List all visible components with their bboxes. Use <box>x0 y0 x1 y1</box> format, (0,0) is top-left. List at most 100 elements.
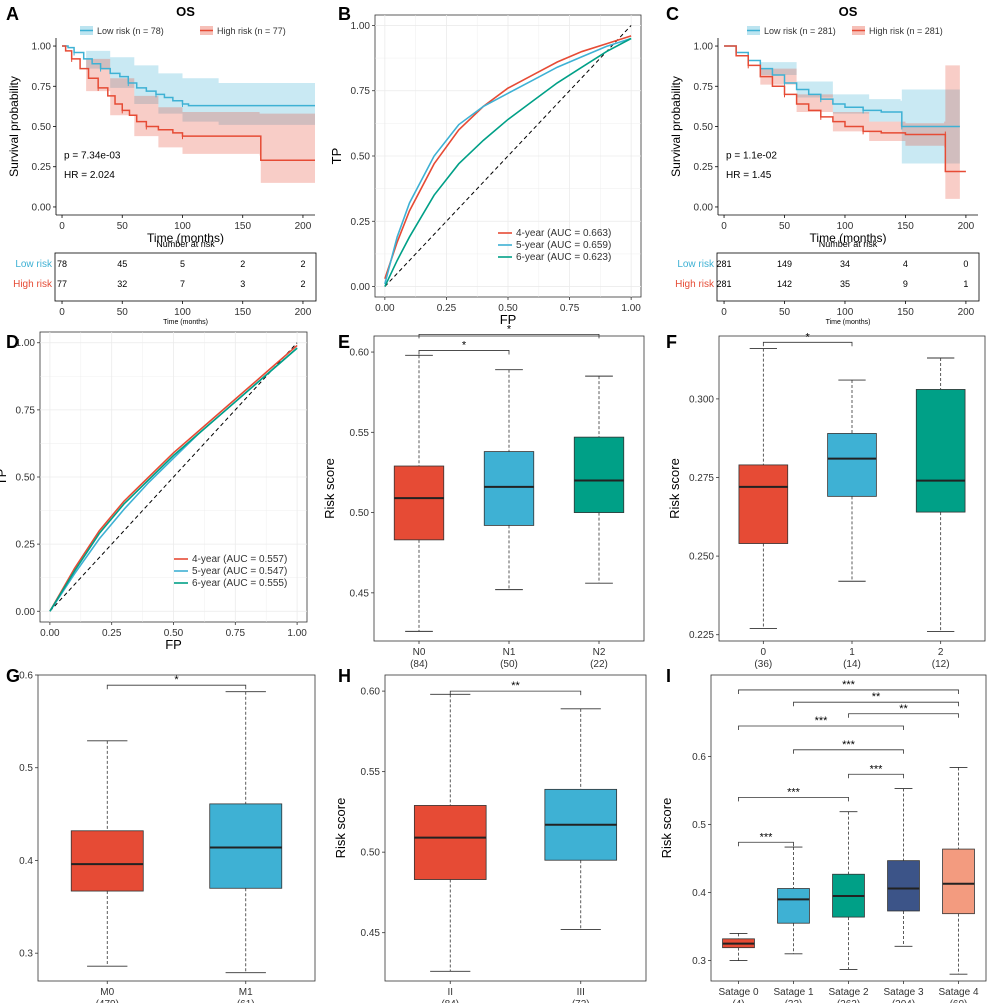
group-count: (36) <box>754 659 772 670</box>
y-tick-label: 0.5 <box>692 820 706 831</box>
y-axis-label: TP <box>329 148 344 165</box>
roc-curve-6yr <box>384 37 632 287</box>
panel-letter: F <box>666 332 677 352</box>
x-tick-label: Satage 4 <box>938 987 978 998</box>
significance-label: ** <box>899 703 908 715</box>
risk-x-tick-label: 150 <box>234 307 251 318</box>
risk-count: 34 <box>840 259 850 269</box>
risk-count: 281 <box>717 259 732 269</box>
y-tick-label: 0.60 <box>350 348 370 359</box>
box-1: 1(14) <box>827 379 877 670</box>
x-tick-label: 200 <box>958 221 975 232</box>
x-tick-label: II <box>447 987 453 998</box>
iqr-box <box>413 805 487 880</box>
risk-row-label: High risk <box>675 279 715 290</box>
panel-letter: B <box>338 4 351 24</box>
y-tick-label: 0.25 <box>16 540 36 551</box>
panel-letter: D <box>6 332 19 352</box>
risk-x-tick-label: 100 <box>837 307 854 318</box>
risk-x-tick-label: 150 <box>897 307 914 318</box>
x-tick-label: 1.00 <box>621 303 641 314</box>
significance-bracket <box>106 684 247 690</box>
high-risk-band <box>724 46 960 199</box>
iqr-box <box>209 803 283 889</box>
roc-curve-5yr <box>384 37 632 285</box>
group-count: (50) <box>500 659 518 670</box>
x-tick-label: 0.50 <box>498 303 518 314</box>
box-satage-0: Satage 0(4) <box>718 932 759 1003</box>
box-satage-1: Satage 1(32) <box>773 846 814 1003</box>
y-axis-label: Risk score <box>659 798 674 859</box>
group-count: (61) <box>237 999 255 1003</box>
y-tick-label: 1.00 <box>351 21 371 32</box>
x-tick-label: 1 <box>849 647 855 658</box>
roc-panel-D: D 0.00 0.25 0.50 0.75 1.00 0.00 0.25 0.50 0.75 1.0… <box>0 331 308 652</box>
x-tick-label: 100 <box>837 221 854 232</box>
box-satage-3: Satage 3(204) <box>883 788 924 1003</box>
y-tick-label: 0.6 <box>692 752 706 763</box>
significance-bracket <box>793 701 959 707</box>
x-tick-label: 200 <box>295 221 312 232</box>
y-axis-label: Risk score <box>333 798 348 859</box>
group-count: (12) <box>932 659 950 670</box>
y-tick-label: 0.55 <box>350 428 370 439</box>
box-m1: M1(61) <box>209 691 283 1003</box>
risk-table-title: Number at risk <box>819 239 878 249</box>
risk-row-label: High risk <box>13 279 53 290</box>
y-tick-label: 1.00 <box>16 338 36 349</box>
iqr-box <box>777 888 810 924</box>
x-tick-label: 1.00 <box>287 628 307 639</box>
significance-label: * <box>174 674 179 686</box>
significance-label: * <box>462 339 467 351</box>
x-axis-label: FP <box>500 312 517 327</box>
significance-label: *** <box>870 763 884 775</box>
y-tick-label: 1.00 <box>694 42 714 53</box>
x-tick-label: 0.25 <box>437 303 457 314</box>
significance-bracket <box>738 841 794 847</box>
risk-count: 3 <box>240 279 245 289</box>
y-tick-label: 0.3 <box>692 956 706 967</box>
y-tick-label: 0.5 <box>19 763 33 774</box>
panel-title: OS <box>176 4 195 19</box>
risk-count: 77 <box>57 279 67 289</box>
x-tick-label: 0 <box>761 647 767 658</box>
y-tick-label: 0.00 <box>16 607 36 618</box>
risk-x-axis-label: Time (months) <box>163 319 208 326</box>
y-tick-label: 0.75 <box>694 82 714 93</box>
significance-bracket <box>738 725 904 730</box>
roc-panel-B: B 0.00 0.25 0.50 0.75 1.00 0.00 0.25 0.50 0.75 1.0… <box>329 4 642 327</box>
y-tick-label: 0.3 <box>19 949 33 960</box>
iqr-box <box>827 433 877 497</box>
x-tick-label: 2 <box>938 647 944 658</box>
x-tick-label: Satage 0 <box>718 987 758 998</box>
legend-label-high: High risk (n = 281) <box>869 26 943 36</box>
significance-label: ** <box>511 680 520 692</box>
x-tick-label: 100 <box>174 221 191 232</box>
roc-curve-6yr <box>49 347 298 612</box>
risk-count: 35 <box>840 279 850 289</box>
box-iii: III(72) <box>544 708 618 1003</box>
significance-label: *** <box>787 786 801 798</box>
y-tick-label: 0.25 <box>351 217 371 228</box>
low-risk-band <box>62 46 315 127</box>
km-panel-A: A OS Low risk (n = 78) High risk (n = 77) 0.… <box>6 4 317 326</box>
risk-x-tick-label: 200 <box>958 307 975 318</box>
risk-row-label: Low risk <box>677 259 715 270</box>
risk-x-tick-label: 0 <box>721 307 727 318</box>
risk-count: 78 <box>57 259 67 269</box>
risk-count: 281 <box>717 279 732 289</box>
roc-curve-4yr <box>49 344 298 612</box>
significance-label: ** <box>872 691 881 703</box>
significance-bracket <box>762 341 853 347</box>
significance-label: *** <box>760 831 774 843</box>
risk-count: 149 <box>777 259 792 269</box>
legend-label: 6-year (AUC = 0.555) <box>192 578 287 589</box>
x-tick-label: 0 <box>721 221 727 232</box>
legend-label: 4-year (AUC = 0.663) <box>516 228 611 239</box>
risk-x-tick-label: 50 <box>779 307 791 318</box>
x-tick-label: N2 <box>593 647 606 658</box>
y-axis-label: Risk score <box>667 458 682 519</box>
group-count: (72) <box>572 999 590 1003</box>
